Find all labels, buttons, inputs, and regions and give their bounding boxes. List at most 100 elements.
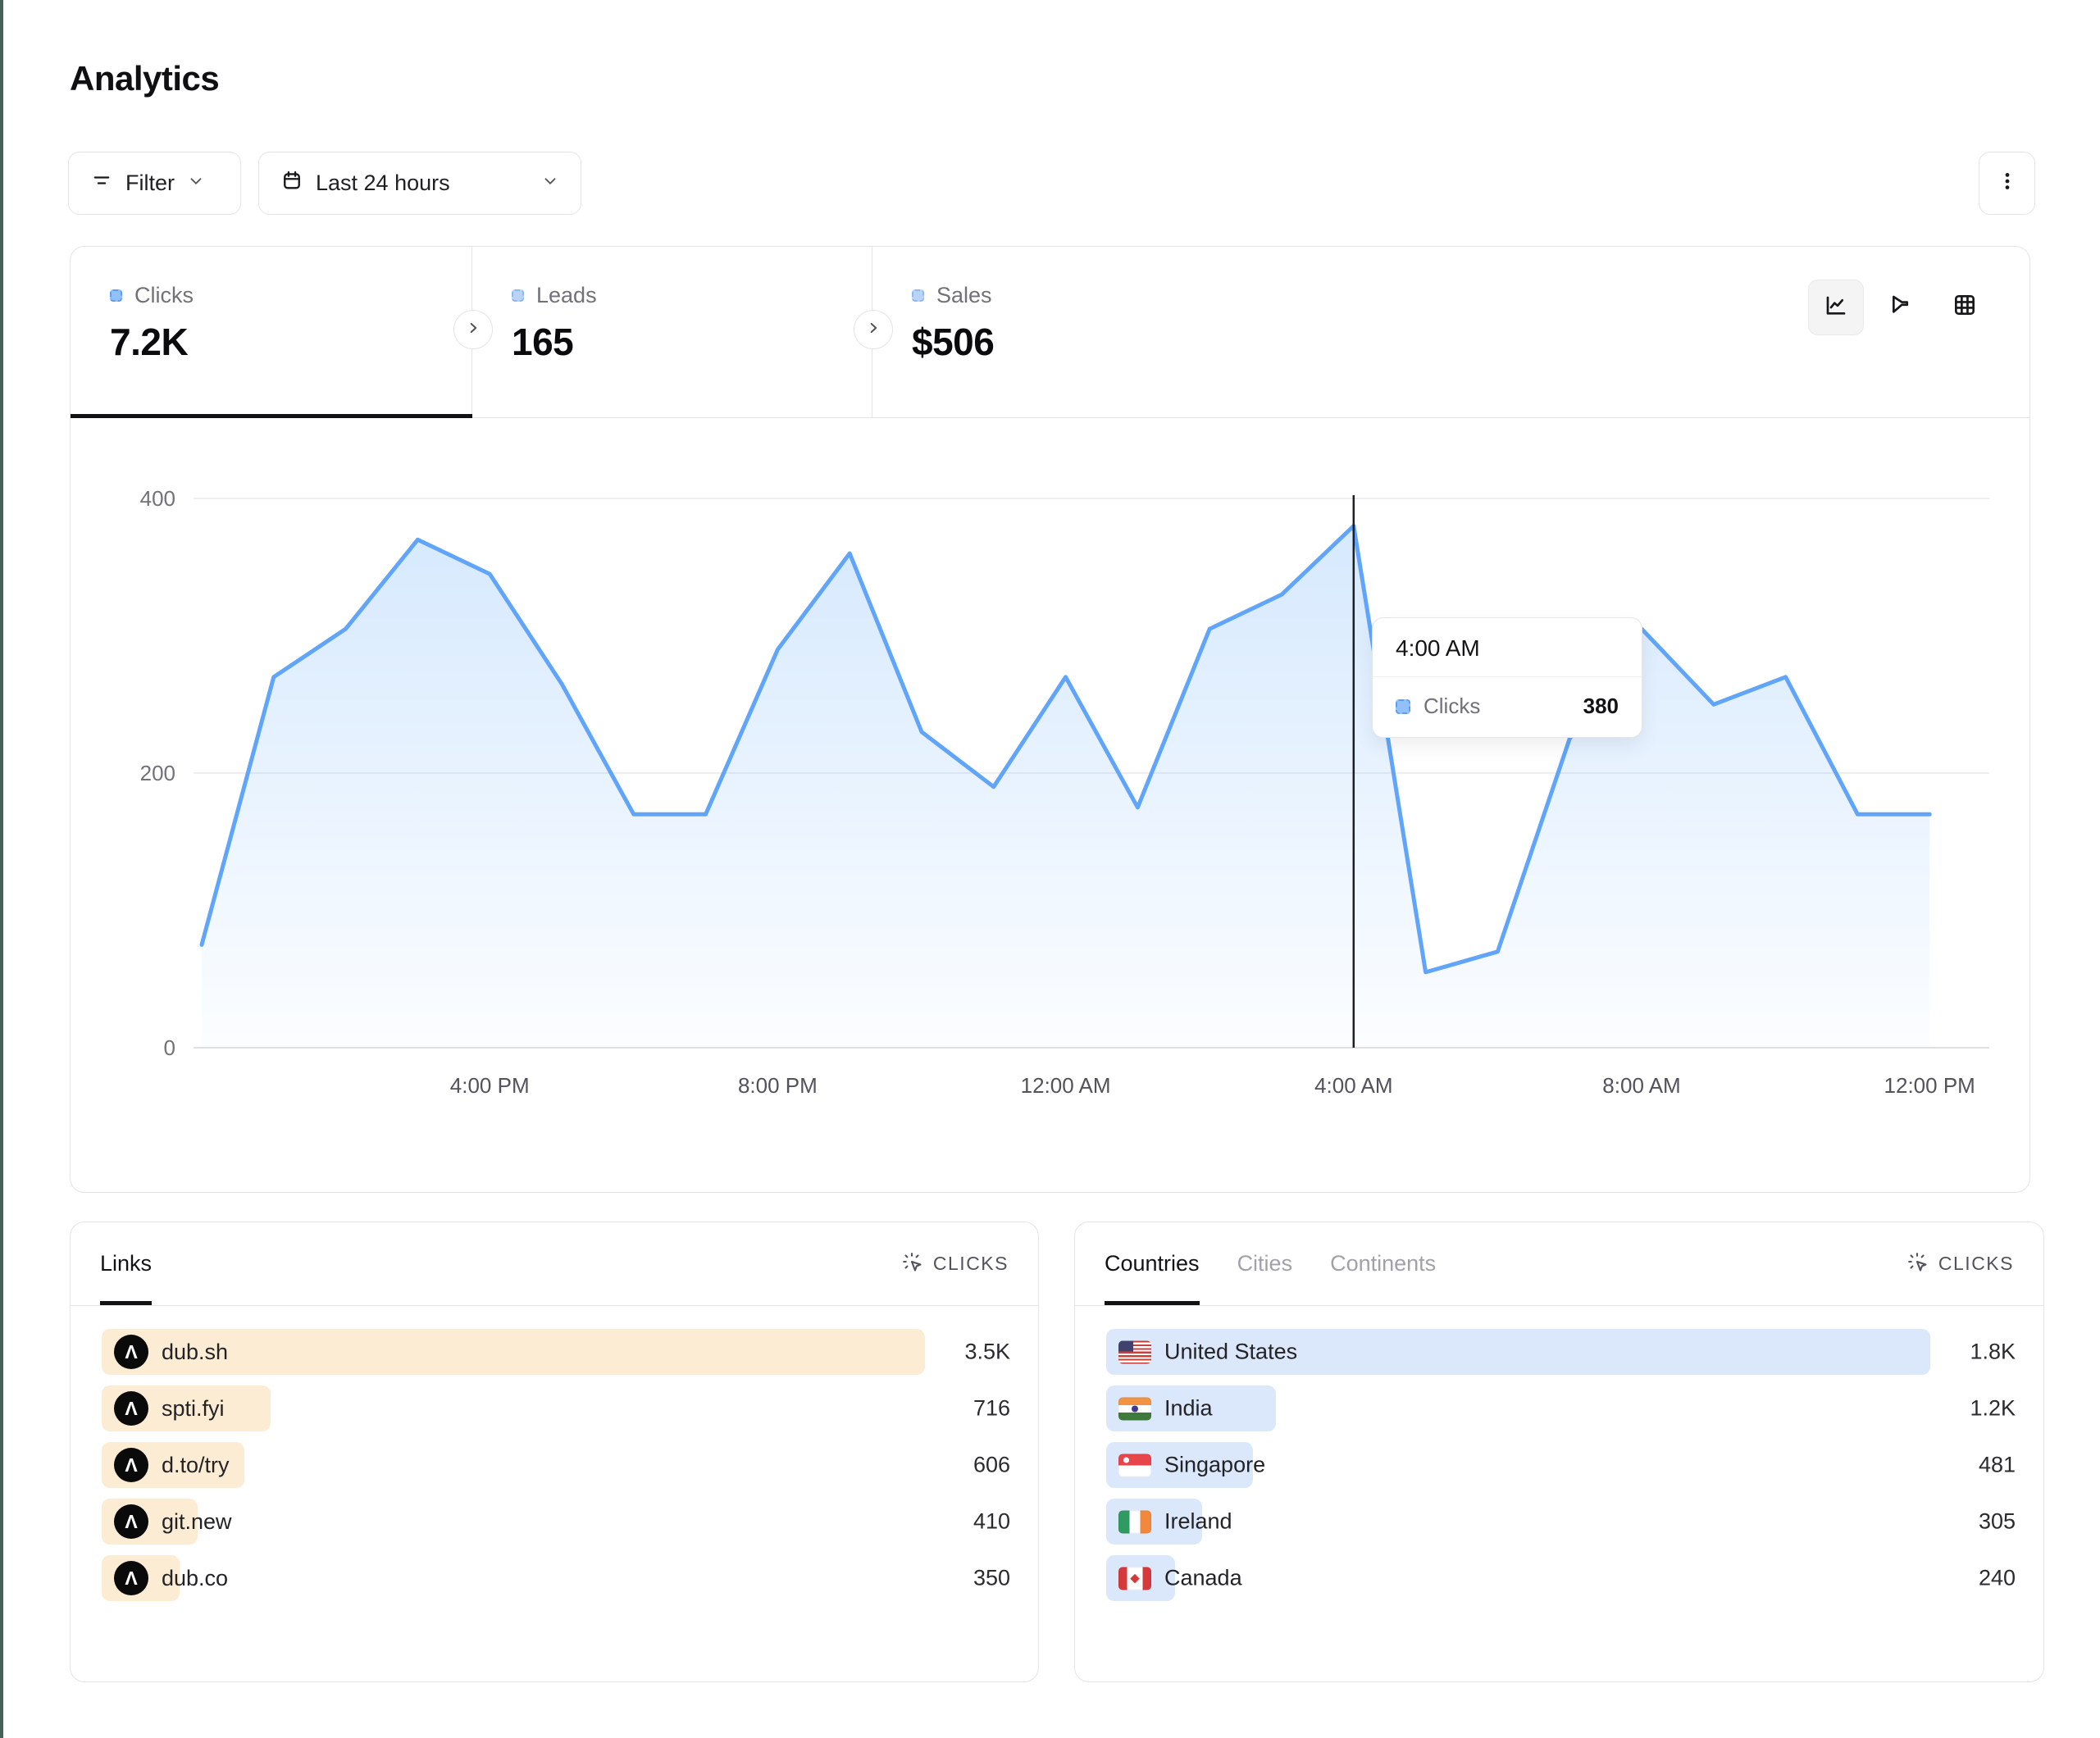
chart-view-toolbar — [1808, 280, 1992, 335]
grid-icon — [1952, 292, 1978, 322]
expand-leads-chevron-button[interactable] — [854, 310, 893, 349]
link-row[interactable]: Λ d.to/try 606 — [102, 1442, 1010, 1488]
dub-logo-icon: Λ — [114, 1335, 148, 1369]
link-clicks-value: 350 — [973, 1565, 1010, 1590]
kebab-menu-icon — [1997, 171, 2018, 196]
country-row[interactable]: United States 1.8K — [1106, 1329, 2016, 1375]
dub-logo-icon: Λ — [114, 1504, 148, 1539]
clicks-area-chart[interactable]: 0 200 400 4:00 PM 8:00 PM 12:00 AM 4:00 AM… — [71, 417, 2031, 1194]
click-cursor-icon — [900, 1250, 923, 1278]
link-label: dub.co — [162, 1565, 229, 1590]
link-row[interactable]: Λ dub.co 350 — [102, 1555, 1010, 1601]
funnel-icon — [1888, 292, 1914, 322]
tab-countries[interactable]: Countries — [1105, 1222, 1200, 1305]
ireland-flag-icon — [1118, 1510, 1151, 1533]
country-clicks-value: 1.8K — [1970, 1339, 2016, 1364]
expand-clicks-chevron-button[interactable] — [453, 310, 493, 349]
countries-metric-label: CLICKS — [1938, 1253, 2014, 1274]
chevron-right-icon — [864, 319, 882, 341]
link-label: spti.fyi — [162, 1395, 225, 1421]
leads-value: 165 — [512, 321, 574, 363]
metric-label: Clicks — [134, 283, 194, 307]
country-clicks-value: 240 — [1978, 1565, 2016, 1590]
countries-panel: Countries Cities Continents CLICKS Unite… — [1074, 1222, 2044, 1682]
country-label: Singapore — [1164, 1452, 1266, 1477]
clicks-series-swatch-icon — [110, 289, 122, 302]
link-label: git.new — [162, 1508, 232, 1534]
country-label: Ireland — [1164, 1508, 1232, 1534]
filter-lines-icon — [90, 169, 113, 198]
tab-sales[interactable]: Sales $506 — [872, 247, 2029, 417]
link-clicks-value: 606 — [973, 1452, 1010, 1477]
countries-sort-metric[interactable]: CLICKS — [1906, 1222, 2014, 1305]
x-axis-tick: 12:00 PM — [1884, 1073, 1975, 1098]
link-bar — [102, 1329, 925, 1375]
leads-series-swatch-icon — [512, 289, 524, 302]
window-edge-accent — [0, 0, 3, 1738]
link-row[interactable]: Λ dub.sh 3.5K — [102, 1329, 1010, 1375]
tab-leads[interactable]: Leads 165 — [472, 247, 872, 417]
links-metric-label: CLICKS — [932, 1253, 1009, 1274]
tab-continents[interactable]: Continents — [1330, 1251, 1437, 1276]
page-title: Analytics — [70, 59, 220, 98]
tooltip-series-swatch-icon — [1396, 698, 1410, 714]
table-view-button[interactable] — [1938, 280, 1992, 334]
sales-value: $506 — [912, 321, 995, 363]
line-chart-icon — [1823, 293, 1849, 323]
links-sort-metric[interactable]: CLICKS — [900, 1222, 1009, 1305]
link-label: d.to/try — [162, 1452, 230, 1477]
dub-logo-icon: Λ — [114, 1561, 148, 1595]
calendar-icon — [280, 169, 303, 198]
country-row[interactable]: ◆ Canada 240 — [1106, 1555, 2016, 1601]
date-range-selector[interactable]: Last 24 hours — [258, 152, 581, 215]
link-row[interactable]: Λ git.new 410 — [102, 1499, 1010, 1545]
link-clicks-value: 410 — [973, 1508, 1010, 1534]
link-clicks-value: 716 — [973, 1395, 1010, 1421]
tooltip-time: 4:00 AM — [1373, 618, 1642, 677]
chevron-right-icon — [464, 319, 482, 341]
chevron-down-icon — [187, 171, 205, 196]
click-cursor-icon — [1906, 1250, 1929, 1278]
metric-tabs: Clicks 7.2K Leads 165 Sales $506 — [71, 247, 2029, 418]
analytics-card: Clicks 7.2K Leads 165 Sales $506 — [70, 246, 2030, 1193]
country-bar — [1106, 1329, 1930, 1375]
country-clicks-value: 1.2K — [1970, 1395, 2016, 1421]
tooltip-value: 380 — [1583, 694, 1619, 718]
x-axis-tick: 8:00 AM — [1602, 1073, 1681, 1098]
chevron-down-icon — [541, 171, 559, 196]
link-label: dub.sh — [162, 1339, 229, 1364]
tab-cities[interactable]: Cities — [1237, 1251, 1293, 1276]
svg-text:200: 200 — [140, 761, 175, 785]
svg-text:400: 400 — [140, 486, 175, 511]
links-panel: Links CLICKS Λ dub.sh 3.5K Λ spti.fyi 71… — [70, 1222, 1039, 1682]
tab-clicks[interactable]: Clicks 7.2K — [71, 247, 472, 418]
clicks-value: 7.2K — [110, 321, 189, 363]
more-options-button[interactable] — [1979, 152, 2035, 215]
tooltip-series-label: Clicks — [1424, 694, 1481, 718]
active-tab-underline — [71, 414, 472, 418]
x-axis-tick: 12:00 AM — [1020, 1073, 1111, 1098]
tab-links[interactable]: Links — [100, 1222, 152, 1305]
singapore-flag-icon — [1118, 1454, 1151, 1476]
canada-flag-icon: ◆ — [1118, 1567, 1151, 1590]
link-clicks-value: 3.5K — [964, 1339, 1010, 1364]
svg-text:0: 0 — [164, 1035, 175, 1060]
line-chart-view-button[interactable] — [1808, 280, 1864, 335]
date-range-label: Last 24 hours — [316, 171, 450, 195]
sales-series-swatch-icon — [912, 289, 924, 302]
funnel-view-button[interactable] — [1874, 280, 1928, 334]
us-flag-icon — [1118, 1340, 1151, 1363]
country-label: India — [1164, 1395, 1213, 1421]
metric-label: Sales — [936, 283, 992, 307]
country-clicks-value: 481 — [1978, 1452, 2016, 1477]
dub-logo-icon: Λ — [114, 1448, 148, 1482]
metric-label: Leads — [536, 283, 597, 307]
country-clicks-value: 305 — [1978, 1508, 2016, 1534]
filter-button[interactable]: Filter — [68, 152, 241, 215]
country-row[interactable]: India 1.2K — [1106, 1385, 2016, 1431]
india-flag-icon — [1118, 1397, 1151, 1420]
country-row[interactable]: Singapore 481 — [1106, 1442, 2016, 1488]
country-row[interactable]: Ireland 305 — [1106, 1499, 2016, 1545]
link-row[interactable]: Λ spti.fyi 716 — [102, 1385, 1010, 1431]
chart-tooltip: 4:00 AM Clicks 380 — [1372, 617, 1642, 738]
